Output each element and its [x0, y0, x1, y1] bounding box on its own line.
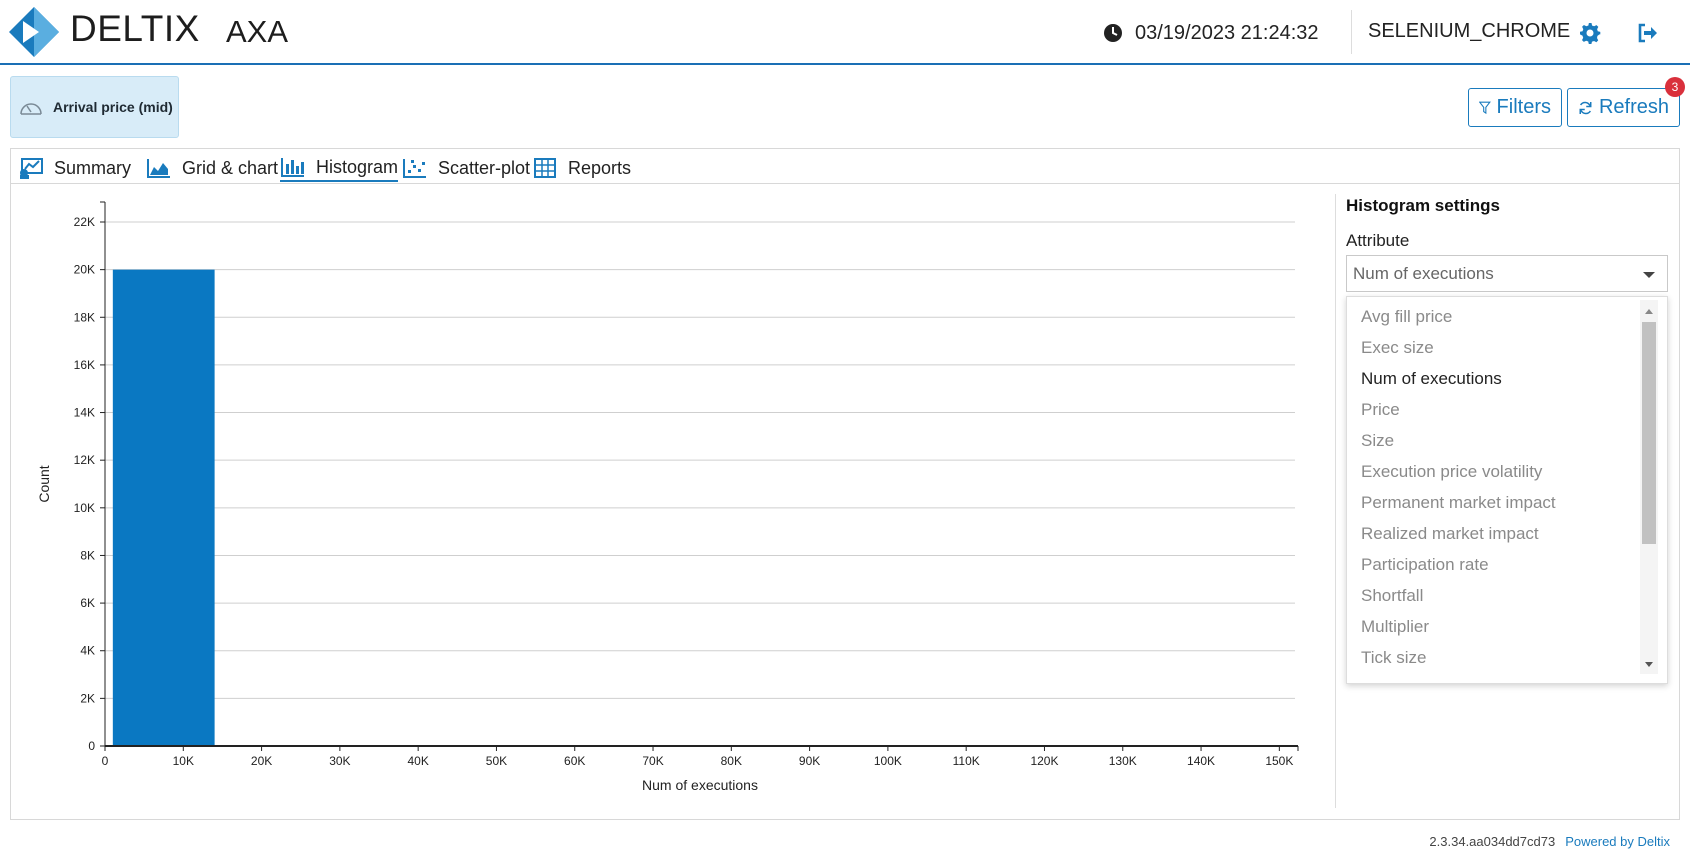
dropdown-option[interactable]: Exec size: [1361, 338, 1434, 357]
refresh-button[interactable]: Refresh: [1567, 88, 1680, 127]
tab-scatter-plot[interactable]: Scatter-plot: [402, 154, 530, 182]
area-chart-icon: [147, 159, 170, 178]
x-tick-label: 130K: [1109, 754, 1137, 768]
strategy-chip[interactable]: Arrival price (mid): [10, 76, 179, 138]
deltix-logo-icon: [9, 7, 59, 57]
username: SELENIUM_CHROME: [1368, 20, 1571, 42]
y-axis-label: Count: [36, 465, 52, 502]
y-tick-label: 22K: [74, 215, 95, 229]
refresh-icon: [1579, 101, 1592, 114]
tab-reports-label: Reports: [568, 157, 632, 178]
x-tick-label: 150K: [1265, 754, 1293, 768]
scroll-up-icon[interactable]: [1645, 309, 1653, 314]
x-tick-label: 30K: [329, 754, 350, 768]
refresh-badge: 3: [1665, 77, 1685, 97]
dropdown-option[interactable]: Tick size: [1361, 648, 1427, 667]
y-tick-label: 4K: [80, 644, 95, 658]
dropdown-option[interactable]: Avg fill price: [1361, 307, 1453, 326]
y-tick-label: 8K: [80, 548, 95, 562]
tab-summary-label: Summary: [54, 157, 132, 178]
x-tick-label: 0: [102, 754, 109, 768]
y-tick-label: 16K: [74, 358, 95, 372]
attribute-dropdown: Avg fill price Exec size Num of executions…: [1346, 296, 1668, 684]
filters-button[interactable]: Filters: [1468, 88, 1562, 127]
settings-divider: [1335, 194, 1336, 808]
datetime-text: 03/19/2023 21:24:32: [1135, 21, 1319, 44]
x-tick-label: 10K: [173, 754, 194, 768]
x-axis-label: Num of executions: [642, 777, 758, 793]
x-tick-label: 20K: [251, 754, 272, 768]
x-tick-label: 40K: [407, 754, 428, 768]
x-tick-label: 90K: [799, 754, 820, 768]
summary-icon: [20, 158, 43, 179]
y-tick-label: 12K: [74, 453, 95, 467]
tab-summary[interactable]: Summary: [18, 154, 131, 182]
dropdown-option[interactable]: Multiplier: [1361, 617, 1430, 636]
y-tick-label: 6K: [80, 596, 95, 610]
x-tick-label: 60K: [564, 754, 585, 768]
x-tick-label: 50K: [486, 754, 507, 768]
attribute-select-value: Num of executions: [1353, 263, 1494, 283]
version-text: 2.3.34.aa034dd7cd73: [1429, 834, 1556, 849]
table-icon: [534, 158, 556, 178]
tab-grid-chart-label: Grid & chart: [182, 157, 279, 178]
y-tick-label: 18K: [74, 310, 95, 324]
gear-icon[interactable]: [1578, 21, 1602, 45]
y-tick-label: 10K: [74, 501, 95, 515]
histogram-chart: 0 2K 4K 6K 8K 10K 12K 14K 16K 18K 20K 22K 0 10K 20K 30K…: [36, 201, 1299, 793]
x-tick-label: 120K: [1030, 754, 1058, 768]
x-tick-label: 70K: [642, 754, 663, 768]
x-tick-label: 140K: [1187, 754, 1215, 768]
x-tick-label: 110K: [953, 754, 980, 768]
attribute-label: Attribute: [1346, 231, 1410, 250]
tab-scatter-plot-label: Scatter-plot: [438, 157, 531, 178]
footer: 2.3.34.aa034dd7cd73 Powered by Deltix: [1429, 834, 1670, 849]
y-tick-label: 2K: [80, 691, 95, 705]
histogram-icon: [281, 158, 304, 177]
y-tick-label: 0: [88, 739, 95, 753]
tab-grid-chart[interactable]: Grid & chart: [146, 154, 278, 182]
header-divider: [1351, 10, 1352, 54]
x-tick-label: 100K: [874, 754, 902, 768]
powered-by-link[interactable]: Powered by Deltix: [1565, 834, 1670, 849]
refresh-label: Refresh: [1598, 96, 1669, 118]
product-name: AXA: [226, 14, 289, 49]
x-tick-label: 80K: [721, 754, 742, 768]
scroll-down-icon[interactable]: [1645, 662, 1653, 667]
tab-histogram[interactable]: Histogram: [280, 154, 399, 182]
dropdown-option[interactable]: Execution price volatility: [1361, 462, 1543, 481]
histogram-bar: [112, 269, 215, 746]
dropdown-option[interactable]: Price: [1361, 400, 1400, 419]
dropdown-option[interactable]: Num of executions: [1361, 369, 1502, 388]
gauge-icon: [20, 103, 42, 115]
dropdown-option[interactable]: Size: [1361, 431, 1395, 450]
logo-text: DELTIX: [70, 8, 200, 49]
view-tabs: Summary Grid & chart Histogram Scatter-p…: [10, 148, 1680, 184]
settings-title: Histogram settings: [1346, 196, 1500, 215]
y-tick-label: 20K: [74, 263, 95, 277]
strategy-label: Arrival price (mid): [53, 99, 173, 115]
attribute-select[interactable]: Num of executions: [1346, 255, 1668, 292]
dropdown-option[interactable]: Participation rate: [1361, 555, 1489, 574]
scatter-plot-icon: [403, 159, 426, 178]
dropdown-option[interactable]: Realized market impact: [1361, 524, 1539, 543]
clock-icon: [1104, 24, 1122, 42]
main-panel: [10, 148, 1680, 820]
scrollbar-thumb[interactable]: [1642, 322, 1656, 544]
y-tick-label: 14K: [74, 406, 95, 420]
dropdown-option[interactable]: Permanent market impact: [1361, 493, 1556, 512]
chevron-down-icon: [1643, 272, 1655, 278]
filter-icon: [1479, 101, 1491, 114]
filters-label: Filters: [1496, 96, 1551, 118]
dropdown-option[interactable]: Shortfall: [1361, 586, 1424, 605]
tab-reports[interactable]: Reports: [532, 154, 631, 182]
app-header: DELTIX AXA 03/19/2023 21:24:32 SELENIUM_…: [0, 0, 1690, 65]
datetime-display: 03/19/2023 21:24:32: [1103, 20, 1319, 46]
logout-icon[interactable]: [1635, 21, 1659, 45]
tab-histogram-label: Histogram: [316, 156, 399, 177]
